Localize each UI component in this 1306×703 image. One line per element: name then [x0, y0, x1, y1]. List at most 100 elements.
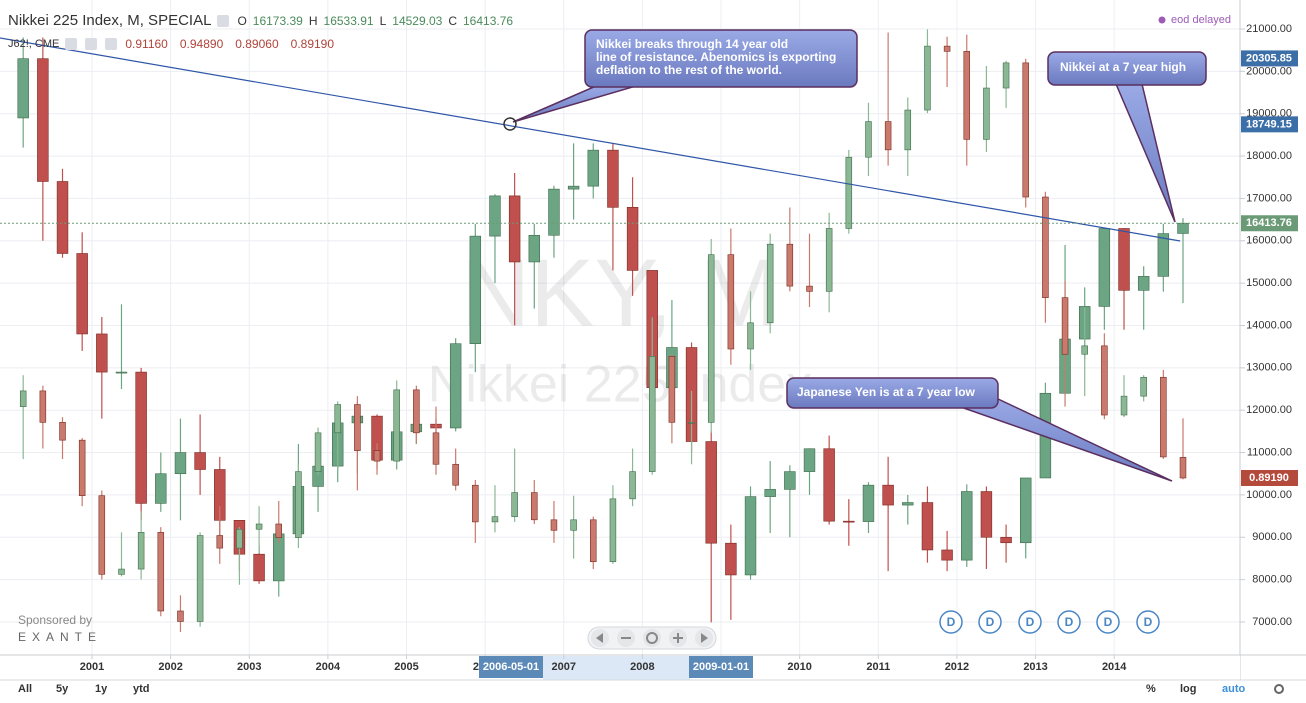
y-tick-label: 17000.00 [1246, 192, 1292, 204]
range-button[interactable]: ytd [133, 683, 150, 695]
x-tick-label: 2001 [80, 661, 104, 673]
candle-body [157, 532, 165, 612]
x-tick-label: 2012 [945, 661, 969, 673]
candle-body [1020, 477, 1032, 544]
settings-icon[interactable] [1274, 684, 1284, 694]
price-axis [1240, 0, 1306, 680]
candle-body [963, 51, 971, 140]
candle-body [275, 523, 282, 538]
candle-body [1120, 395, 1128, 416]
candle-body [1118, 228, 1130, 291]
candle-body [567, 185, 580, 190]
compare-symbol: J62!, CME [8, 38, 60, 50]
candle-body [882, 484, 894, 506]
candle-body [961, 491, 973, 561]
candle-body [413, 389, 420, 434]
candle-body [1137, 276, 1150, 291]
candle-body [924, 45, 931, 111]
candle-body [196, 535, 204, 622]
watermark-name: Nikkei 225 Index [428, 356, 812, 414]
trendline [0, 37, 1181, 242]
candle-body [78, 439, 86, 497]
candle-body [76, 253, 88, 335]
range-button[interactable]: 5y [56, 683, 69, 695]
y-tick-label: 8000.00 [1252, 574, 1292, 586]
candle-body [1098, 228, 1111, 307]
dividend-label: D [947, 615, 956, 629]
candle-body [902, 502, 914, 506]
callout-box [584, 29, 858, 88]
x-tick-label: 2003 [237, 661, 261, 673]
candle-body [1081, 345, 1088, 355]
price-badge-label: 20305.85 [1246, 52, 1292, 64]
candle-body [725, 542, 737, 576]
candle-body [508, 195, 521, 263]
candle-body [373, 450, 381, 462]
y-tick-label: 16000.00 [1246, 235, 1292, 247]
dividend-marker [978, 610, 1002, 634]
x-tick-label: 2008 [630, 661, 654, 673]
candle-body [137, 532, 145, 570]
y-tick-label: 7000.00 [1252, 616, 1292, 628]
callout-box [1047, 51, 1207, 86]
icon [105, 38, 118, 50]
dividend-marker [939, 610, 963, 634]
candle-body [843, 520, 855, 523]
callout: Nikkei breaks through 14 year old line o… [503, 29, 858, 131]
candle-body [216, 535, 224, 549]
candle-body [865, 121, 872, 158]
legend-compare: J62!, CME 0.91160 0.94890 0.89060 0.8919… [8, 37, 340, 51]
candle-body [1177, 222, 1189, 234]
candle-body [255, 523, 263, 530]
range-button[interactable]: 1y [95, 683, 108, 695]
candle-body [174, 452, 187, 475]
legend-main: Nikkei 225 Index, M, SPECIAL O 16173.39 … [8, 12, 513, 29]
candle-body [941, 549, 953, 561]
candle-body [862, 484, 875, 522]
dividend-label: D [1104, 615, 1113, 629]
candle-body [489, 195, 501, 237]
candle-body [688, 422, 695, 424]
candle-body [825, 228, 833, 292]
candle-body [135, 371, 147, 504]
option-button[interactable]: log [1180, 683, 1197, 695]
price-badge [1241, 116, 1298, 133]
option-button[interactable]: % [1146, 683, 1156, 695]
callout: Japanese Yen is at a 7 year low [786, 377, 1173, 482]
x-tick-label: 2004 [316, 661, 341, 673]
candle-body [943, 45, 951, 52]
candle-body [432, 432, 440, 465]
callout: Nikkei at a 7 year high [1047, 51, 1207, 223]
candle-body [823, 448, 835, 522]
callout-box [786, 377, 999, 409]
candle-body [707, 254, 715, 423]
candle-body [295, 471, 302, 538]
y-tick-label: 9000.00 [1252, 531, 1292, 543]
candle-body [39, 390, 47, 423]
sponsor-name: EXANTE [18, 630, 102, 644]
candle-body [37, 58, 49, 182]
candle-body [354, 404, 361, 451]
y-tick-label: 11000.00 [1247, 446, 1292, 458]
candle-body [469, 235, 482, 345]
candle-body [626, 207, 639, 271]
y-tick-label: 12000.00 [1246, 404, 1292, 416]
reset[interactable] [643, 629, 661, 647]
candle-body [570, 519, 577, 531]
dividend-marker [1096, 610, 1120, 634]
candle-body [609, 498, 617, 563]
candle-body [786, 243, 794, 287]
candle-body [921, 502, 934, 551]
option-button[interactable]: auto [1222, 683, 1246, 695]
candle-body [550, 519, 558, 531]
candle-body [56, 181, 69, 254]
range-button[interactable]: All [18, 683, 33, 695]
dividend-label: D [1065, 615, 1074, 629]
candle-body [155, 473, 167, 504]
y-tick-label: 10000.00 [1246, 489, 1292, 501]
status-dot [1158, 16, 1166, 24]
candle-body [17, 58, 29, 119]
y-tick-label: 14000.00 [1246, 319, 1292, 331]
x-tick-label: 2010 [787, 661, 811, 673]
